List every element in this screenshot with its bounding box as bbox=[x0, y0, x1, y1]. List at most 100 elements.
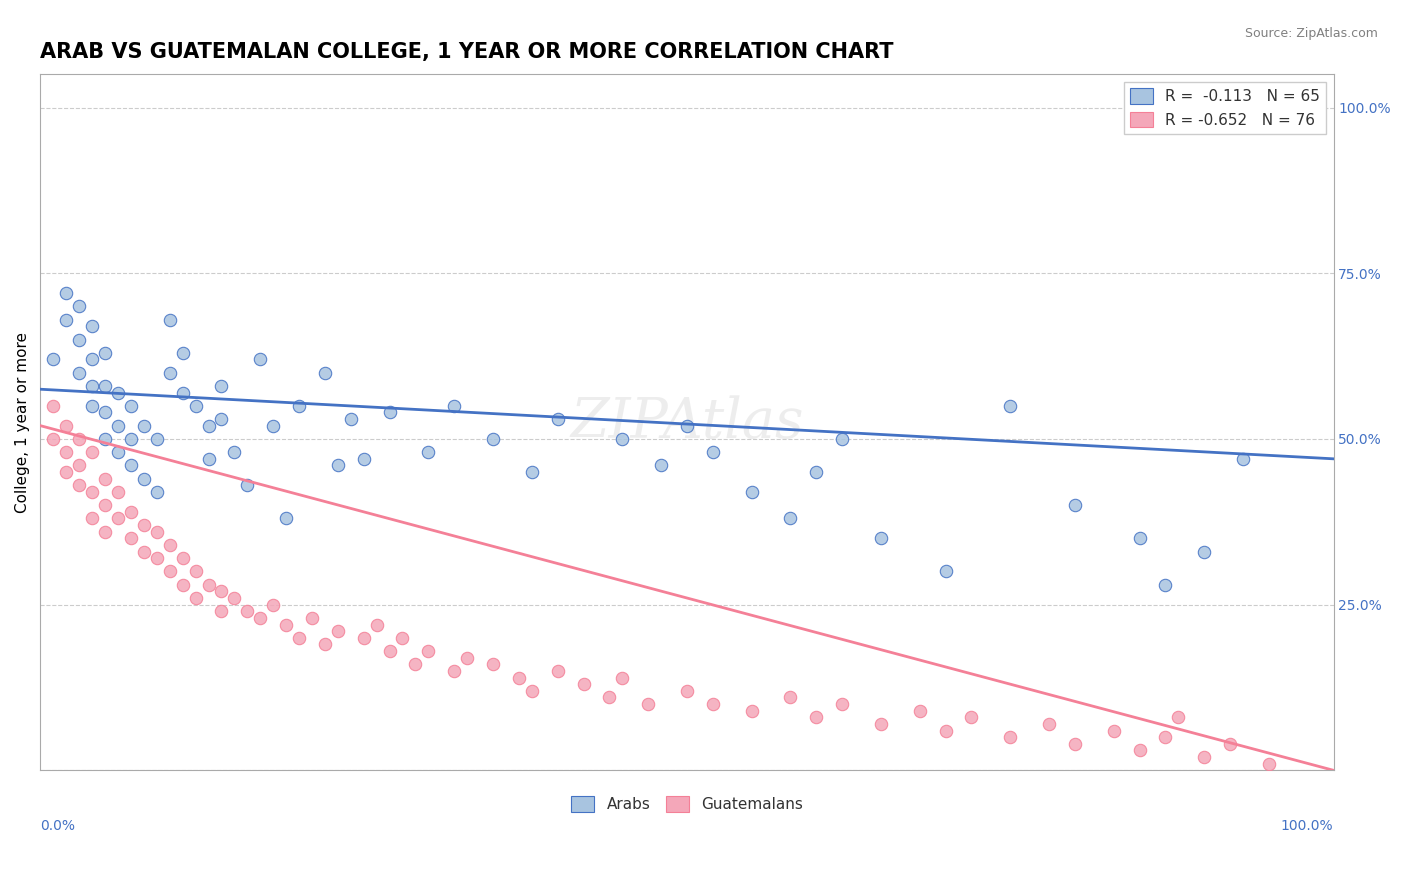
Point bbox=[443, 399, 465, 413]
Point bbox=[1128, 532, 1150, 546]
Point bbox=[547, 664, 569, 678]
Point bbox=[391, 631, 413, 645]
Point bbox=[702, 445, 724, 459]
Text: ARAB VS GUATEMALAN COLLEGE, 1 YEAR OR MORE CORRELATION CHART: ARAB VS GUATEMALAN COLLEGE, 1 YEAR OR MO… bbox=[41, 42, 894, 62]
Point bbox=[211, 412, 233, 426]
Point bbox=[132, 418, 155, 433]
Point bbox=[172, 385, 194, 400]
Point bbox=[211, 604, 233, 618]
Point bbox=[935, 723, 957, 738]
Point bbox=[67, 333, 90, 347]
Point bbox=[55, 286, 77, 301]
Point bbox=[146, 485, 169, 500]
Point bbox=[55, 445, 77, 459]
Point bbox=[107, 445, 129, 459]
Point bbox=[572, 677, 595, 691]
Point bbox=[236, 604, 259, 618]
Point bbox=[1167, 710, 1189, 724]
Point bbox=[184, 399, 207, 413]
Point bbox=[520, 683, 543, 698]
Point bbox=[55, 465, 77, 479]
Point bbox=[908, 704, 931, 718]
Point bbox=[831, 697, 853, 711]
Point bbox=[67, 299, 90, 313]
Point bbox=[418, 644, 440, 658]
Point bbox=[120, 532, 142, 546]
Point bbox=[1064, 737, 1087, 751]
Point bbox=[779, 511, 801, 525]
Point bbox=[443, 664, 465, 678]
Point bbox=[650, 458, 672, 473]
Point bbox=[1219, 737, 1241, 751]
Point bbox=[339, 412, 361, 426]
Point bbox=[366, 617, 388, 632]
Point bbox=[146, 524, 169, 539]
Text: 100.0%: 100.0% bbox=[1281, 819, 1333, 833]
Point bbox=[94, 345, 117, 359]
Point bbox=[326, 458, 349, 473]
Point bbox=[172, 578, 194, 592]
Point bbox=[67, 366, 90, 380]
Text: Source: ZipAtlas.com: Source: ZipAtlas.com bbox=[1244, 27, 1378, 40]
Point bbox=[353, 451, 375, 466]
Point bbox=[94, 405, 117, 419]
Point bbox=[82, 485, 104, 500]
Point bbox=[107, 485, 129, 500]
Point bbox=[82, 511, 104, 525]
Point bbox=[935, 565, 957, 579]
Point bbox=[314, 366, 336, 380]
Point bbox=[159, 538, 181, 552]
Point bbox=[301, 611, 323, 625]
Point bbox=[676, 418, 699, 433]
Point bbox=[288, 631, 311, 645]
Point bbox=[779, 690, 801, 705]
Point bbox=[353, 631, 375, 645]
Point bbox=[224, 591, 246, 605]
Point bbox=[404, 657, 426, 672]
Point bbox=[870, 532, 893, 546]
Point bbox=[456, 650, 478, 665]
Point bbox=[107, 511, 129, 525]
Point bbox=[249, 352, 271, 367]
Point bbox=[94, 524, 117, 539]
Point bbox=[184, 591, 207, 605]
Point bbox=[120, 505, 142, 519]
Point bbox=[262, 418, 284, 433]
Point bbox=[67, 432, 90, 446]
Point bbox=[159, 366, 181, 380]
Point bbox=[482, 432, 505, 446]
Point bbox=[132, 518, 155, 533]
Point bbox=[184, 565, 207, 579]
Point bbox=[1257, 756, 1279, 771]
Point bbox=[326, 624, 349, 639]
Point bbox=[94, 498, 117, 512]
Point bbox=[146, 551, 169, 566]
Point bbox=[82, 399, 104, 413]
Point bbox=[120, 458, 142, 473]
Point bbox=[82, 445, 104, 459]
Point bbox=[741, 704, 763, 718]
Point bbox=[547, 412, 569, 426]
Point bbox=[378, 405, 401, 419]
Point bbox=[249, 611, 271, 625]
Point bbox=[197, 451, 219, 466]
Text: ZIPAtlas: ZIPAtlas bbox=[571, 395, 804, 450]
Point bbox=[637, 697, 659, 711]
Point bbox=[94, 432, 117, 446]
Point bbox=[1154, 578, 1177, 592]
Point bbox=[236, 478, 259, 492]
Point bbox=[612, 671, 634, 685]
Point bbox=[418, 445, 440, 459]
Point bbox=[211, 379, 233, 393]
Point bbox=[806, 465, 828, 479]
Point bbox=[870, 717, 893, 731]
Point bbox=[508, 671, 530, 685]
Point bbox=[55, 312, 77, 326]
Point bbox=[159, 565, 181, 579]
Point bbox=[211, 584, 233, 599]
Point bbox=[107, 385, 129, 400]
Point bbox=[1038, 717, 1060, 731]
Point bbox=[132, 544, 155, 558]
Point bbox=[94, 379, 117, 393]
Point bbox=[42, 432, 65, 446]
